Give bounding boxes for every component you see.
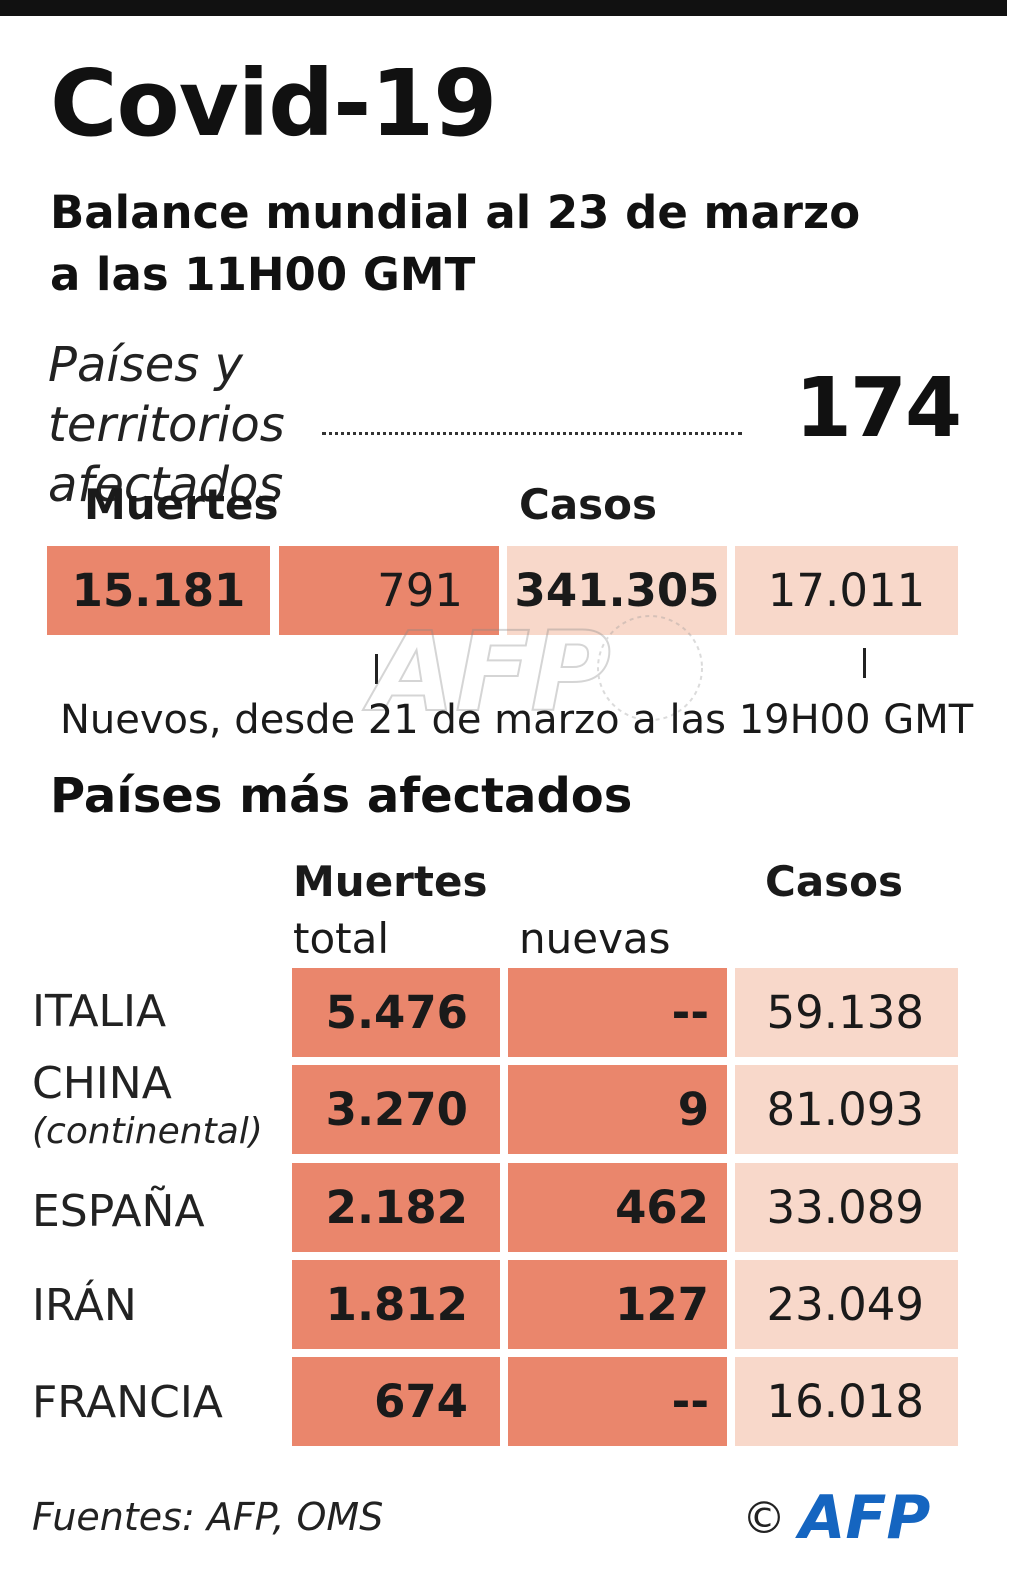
country-name: ESPAÑA <box>32 1186 205 1237</box>
afp-logo-text: AFP <box>795 1484 930 1548</box>
country-deaths-total: 3.270 <box>292 1065 500 1154</box>
new-deaths-tick <box>375 654 378 684</box>
summary-deaths-total: 15.181 <box>47 546 270 635</box>
table-head-deaths: Muertes <box>293 857 488 906</box>
summary-deaths-new: 791 <box>279 546 499 635</box>
country-name: ITALIA <box>32 986 167 1037</box>
country-deaths-total: 5.476 <box>292 968 500 1057</box>
dotted-leader <box>322 432 742 435</box>
country-name: IRÁN <box>32 1280 137 1331</box>
table-head-total: total <box>293 914 390 963</box>
summary-deaths-label: Muertes <box>84 480 279 529</box>
subtitle-line-2: a las 11H00 GMT <box>50 248 476 301</box>
territories-line-2: afectados <box>48 457 284 513</box>
country-deaths-total: 1.812 <box>292 1260 500 1349</box>
page-subtitle: Balance mundial al 23 de marzo a las 11H… <box>50 182 950 306</box>
page-title: Covid-19 <box>50 50 497 157</box>
table-head-new: nuevas <box>519 914 671 963</box>
country-name-block: CHINA (continental) <box>32 1062 263 1150</box>
country-cases: 81.093 <box>735 1065 958 1154</box>
country-deaths-total: 674 <box>292 1357 500 1446</box>
new-cases-tick <box>863 648 866 678</box>
territories-label: Países y territorios afectados <box>48 335 378 515</box>
copyright-icon: © <box>742 1493 786 1544</box>
sources-credit: Fuentes: AFP, OMS <box>32 1495 384 1539</box>
summary-cases-label: Casos <box>519 480 658 529</box>
country-deaths-new: -- <box>508 1357 727 1446</box>
country-cases: 59.138 <box>735 968 958 1057</box>
country-deaths-total: 2.182 <box>292 1163 500 1252</box>
country-deaths-new: -- <box>508 968 727 1057</box>
country-deaths-new: 9 <box>508 1065 727 1154</box>
top-rule <box>0 0 1007 16</box>
country-cases: 23.049 <box>735 1260 958 1349</box>
country-cases: 33.089 <box>735 1163 958 1252</box>
country-name: FRANCIA <box>32 1377 223 1428</box>
territories-count: 174 <box>794 361 962 456</box>
table-head-cases: Casos <box>765 857 904 906</box>
country-note: (continental) <box>32 1111 263 1152</box>
summary-cases-total: 341.305 <box>507 546 727 635</box>
subtitle-line-1: Balance mundial al 23 de marzo <box>50 186 861 239</box>
afp-logo-icon: AFP <box>795 1484 930 1548</box>
country-name: CHINA <box>32 1058 172 1109</box>
country-deaths-new: 127 <box>508 1260 727 1349</box>
territories-line-1: Países y territorios <box>48 337 285 453</box>
afp-watermark: AFP <box>361 607 703 737</box>
new-since-note: Nuevos, desde 21 de marzo a las 19H00 GM… <box>60 697 974 743</box>
country-deaths-new: 462 <box>508 1163 727 1252</box>
svg-text:AFP: AFP <box>362 608 611 736</box>
country-cases: 16.018 <box>735 1357 958 1446</box>
summary-cases-new: 17.011 <box>735 546 958 635</box>
section-title: Países más afectados <box>50 768 633 824</box>
